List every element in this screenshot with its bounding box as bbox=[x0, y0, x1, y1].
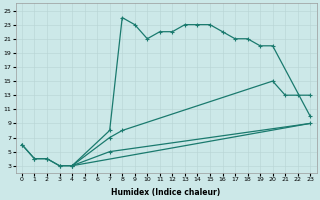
X-axis label: Humidex (Indice chaleur): Humidex (Indice chaleur) bbox=[111, 188, 221, 197]
